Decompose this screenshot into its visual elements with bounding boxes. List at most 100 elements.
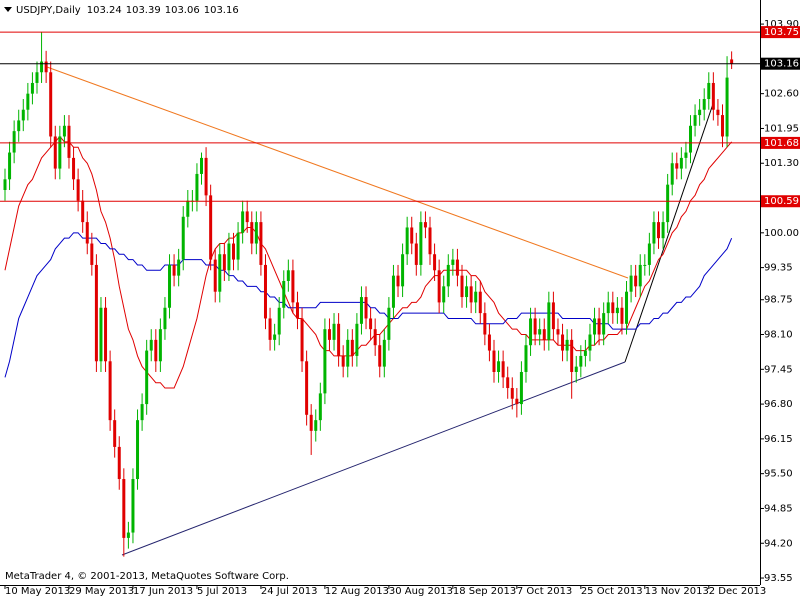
candle-body <box>295 302 299 319</box>
y-tick-label: 101.30 <box>764 158 799 169</box>
candle-body <box>556 329 560 335</box>
candle-body <box>615 307 619 314</box>
trend-line <box>121 361 626 556</box>
candle-body <box>455 259 459 276</box>
candle-body <box>396 275 400 287</box>
candle-body <box>364 297 368 319</box>
candle-body <box>469 286 473 303</box>
candle-body <box>657 222 661 239</box>
candle-body <box>465 286 469 298</box>
price-level-tag <box>761 26 800 39</box>
candle-body <box>661 222 665 239</box>
candle-body <box>49 72 53 137</box>
candle-body <box>529 318 533 346</box>
symbol-title: USDJPY,Daily <box>16 5 81 16</box>
candle-body <box>136 420 140 480</box>
candle-body <box>323 329 327 394</box>
candle-body <box>355 323 359 356</box>
candle-body <box>373 329 377 346</box>
header-icon <box>4 7 12 12</box>
candle-body <box>565 339 569 351</box>
candle-body <box>414 243 418 265</box>
candle-body <box>478 291 482 314</box>
price-level-label: 103.16 <box>764 59 799 70</box>
candle-body <box>122 479 126 538</box>
trend-line <box>46 66 629 279</box>
y-tick-label: 95.50 <box>764 469 793 480</box>
candle-body <box>515 398 519 405</box>
candle-body <box>53 136 57 169</box>
candle-body <box>76 179 80 201</box>
y-tick-label: 103.90 <box>764 19 799 30</box>
candle-body <box>268 318 272 340</box>
candle-body <box>241 211 245 233</box>
candle-body <box>652 222 656 244</box>
candle-body <box>145 350 149 405</box>
candle-body <box>497 361 501 372</box>
candle-body <box>232 243 235 260</box>
candle-body <box>720 115 724 137</box>
candle-body <box>305 361 309 415</box>
price-level-label: 101.68 <box>764 138 799 149</box>
candle-body <box>113 420 117 447</box>
candle-body <box>291 270 295 303</box>
candle-body <box>227 243 231 271</box>
candle-body <box>474 291 478 303</box>
candle-body <box>378 345 382 367</box>
y-tick-label: 98.75 <box>764 295 793 306</box>
candle-body <box>200 157 204 174</box>
candle-body <box>391 275 395 308</box>
candle-body <box>177 259 181 276</box>
candle-body <box>90 243 94 265</box>
candle-body <box>40 61 44 73</box>
candle-body <box>44 61 48 73</box>
x-tick-label: 18 Sep 2013 <box>453 586 516 597</box>
candle-body <box>21 109 25 121</box>
candle-body <box>506 377 510 389</box>
candle-body <box>172 264 176 276</box>
header-high: 103.39 <box>126 5 161 16</box>
candle-body <box>423 222 427 228</box>
candle-body <box>158 329 162 362</box>
candle-body <box>346 339 350 367</box>
candle-body <box>593 318 597 335</box>
y-tick-label: 93.55 <box>764 573 793 584</box>
candle-body <box>483 313 487 335</box>
candle-body <box>702 99 706 110</box>
candle-body <box>510 388 514 399</box>
candle-body <box>282 280 286 308</box>
candle-body <box>277 307 281 335</box>
candle-body <box>3 179 7 191</box>
candle-body <box>12 131 16 153</box>
chart-header: USDJPY,Daily 103.24 103.39 103.06 103.16 <box>16 5 239 16</box>
candle-body <box>606 302 610 314</box>
candle-body <box>62 125 66 137</box>
candle-body <box>638 264 642 287</box>
candle-body <box>126 532 130 538</box>
candle-body <box>419 222 423 265</box>
candle-body <box>254 222 258 244</box>
candle-body <box>501 361 505 378</box>
y-tick-label: 102.60 <box>764 89 799 100</box>
candle-body <box>643 264 647 266</box>
candle-body <box>693 115 697 126</box>
candle-body <box>99 307 103 362</box>
candle-body <box>730 59 734 64</box>
candle-body <box>332 323 336 340</box>
candle-body <box>30 82 34 94</box>
candle-body <box>679 157 683 169</box>
candle-body <box>67 125 71 158</box>
x-tick-label: 29 May 2013 <box>69 586 134 597</box>
candle-body <box>309 414 313 431</box>
candle-body <box>460 275 464 298</box>
trend-line <box>624 100 715 363</box>
candle-body <box>698 109 702 116</box>
candle-body <box>602 313 606 335</box>
candle-body <box>611 302 615 314</box>
candle-body <box>337 323 341 356</box>
candle-body <box>684 152 688 158</box>
candle-body <box>620 307 624 324</box>
candle-body <box>689 125 692 153</box>
candle-body <box>542 329 546 340</box>
